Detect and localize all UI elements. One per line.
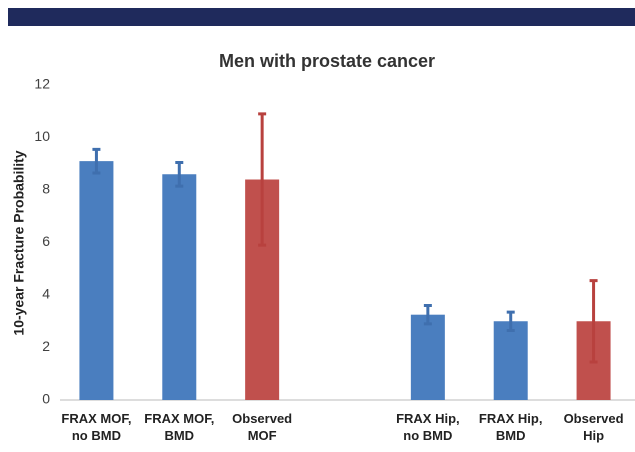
x-tick-label: Observed Hip — [563, 411, 624, 443]
x-tick-label: FRAX Hip, BMD — [478, 411, 543, 443]
bar — [410, 314, 445, 400]
error-bar — [423, 304, 432, 326]
error-bar — [506, 310, 515, 332]
y-axis-label: 10-year Fracture Probability — [11, 150, 27, 335]
bar — [162, 174, 197, 400]
y-tick-label: 6 — [42, 233, 50, 249]
bar — [493, 321, 528, 400]
bar — [79, 161, 114, 400]
y-tick-label: 8 — [42, 181, 50, 197]
y-tick-label: 12 — [34, 76, 50, 92]
error-bar — [589, 279, 598, 364]
x-tick-label: FRAX MOF, BMD — [144, 411, 215, 443]
x-tick-label: Observed MOF — [232, 411, 293, 443]
error-bar — [92, 147, 101, 175]
y-tick-label: 0 — [42, 391, 50, 407]
x-tick-label: FRAX MOF, no BMD — [61, 411, 132, 443]
y-tick-label: 4 — [42, 286, 50, 302]
chart-title: Men with prostate cancer — [219, 51, 435, 71]
x-tick-label: FRAX Hip, no BMD — [396, 411, 460, 443]
y-tick-label: 2 — [42, 338, 50, 354]
y-tick-label: 10 — [34, 128, 50, 144]
error-bar — [258, 112, 267, 247]
error-bar — [175, 160, 184, 188]
banner — [8, 8, 635, 26]
